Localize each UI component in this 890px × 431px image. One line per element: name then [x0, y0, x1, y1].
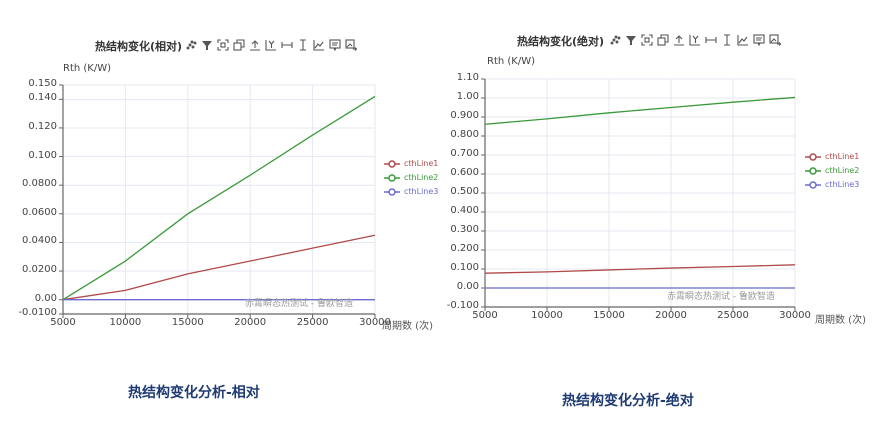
chart-panel-absolute: 热结构变化(绝对) Rth (K/W) 1.10 1.00 0.900 0.800 0.… — [445, 0, 890, 431]
chart-title: 热结构变化(绝对) — [517, 35, 605, 48]
line-plot[interactable] — [0, 0, 445, 340]
y-tick-label: 0.200 — [450, 243, 479, 254]
y-tick-label: 0.700 — [450, 148, 479, 159]
legend-label: cthLine3 — [825, 180, 860, 189]
watermark: 赤霄瞬态热测试 - 鲁欧智造 — [245, 299, 353, 309]
x-axis-name: 周期数 (次) — [815, 315, 866, 326]
y-tick-label: 0.400 — [450, 205, 479, 216]
x-tick-label: 30000 — [359, 317, 391, 328]
y-axis-icon[interactable] — [688, 33, 701, 46]
y-tick-label: 0.120 — [28, 120, 57, 132]
comment-icon[interactable] — [752, 33, 765, 46]
x-tick-label: 5000 — [472, 310, 498, 321]
y-tick-label: 0.800 — [450, 129, 479, 140]
watermark: 赤霄瞬态热测试 - 鲁欧智造 — [667, 292, 775, 302]
x-tick-label: 20000 — [655, 310, 687, 321]
y-tick-label: 0.300 — [450, 224, 479, 235]
legend: cthLine1 cthLine2 cthLine3 — [384, 159, 438, 196]
y-tick-label: 0.100 — [28, 149, 57, 161]
axes — [62, 85, 375, 315]
y-tick-label: -0.100 — [446, 300, 479, 311]
y-tick-label: -0.0100 — [18, 307, 57, 318]
y-tick-label: 0.900 — [450, 110, 479, 121]
y-tick-label: 0.100 — [450, 262, 479, 273]
series-line-cthLine2 — [484, 96, 796, 125]
x-tick-label: 25000 — [717, 310, 749, 321]
legend-item-cthLine3[interactable]: cthLine3 — [384, 187, 438, 196]
filter-icon[interactable] — [624, 33, 637, 46]
y-tick-label: 0.0400 — [22, 235, 57, 247]
horizontal-range-icon[interactable] — [280, 38, 293, 51]
legend-marker-icon — [805, 166, 821, 175]
comment-icon[interactable] — [328, 38, 341, 51]
chart-panel-relative: 热结构变化(相对) Rth (K/W) 0.150 0.140 0.120 0.100… — [0, 0, 445, 401]
legend-marker-icon — [805, 180, 821, 189]
legend-item-cthLine1[interactable]: cthLine1 — [384, 159, 438, 168]
x-tick-label: 25000 — [296, 317, 329, 328]
filter-icon[interactable] — [200, 38, 213, 51]
x-axis-name: 周期数 (次) — [382, 321, 433, 332]
legend-label: cthLine1 — [825, 152, 860, 161]
y-tick-label: 0.500 — [450, 186, 479, 197]
y-tick-label: 0.600 — [450, 167, 479, 178]
legend-marker-icon — [805, 152, 821, 161]
legend-item-cthLine2[interactable]: cthLine2 — [384, 173, 438, 182]
x-tick-label: 20000 — [234, 317, 267, 328]
y-tick-label: 0.00 — [456, 281, 479, 292]
x-tick-label: 10000 — [531, 310, 563, 321]
y-tick-label: 0.150 — [28, 78, 57, 89]
scatter-select-icon[interactable] — [184, 38, 197, 51]
upload-icon[interactable] — [672, 33, 685, 46]
legend-marker-icon — [384, 187, 400, 196]
legend-item-cthLine2[interactable]: cthLine2 — [805, 166, 859, 175]
copy-icon[interactable] — [232, 38, 245, 51]
save-image-icon[interactable] — [768, 33, 781, 46]
series-line-cthLine1 — [62, 234, 376, 301]
legend-item-cthLine1[interactable]: cthLine1 — [805, 152, 859, 161]
vertical-range-icon[interactable] — [720, 33, 733, 46]
upload-icon[interactable] — [248, 38, 261, 51]
copy-icon[interactable] — [656, 33, 669, 46]
caption: 热结构变化分析-相对 — [128, 385, 260, 401]
y-axis-unit: Rth (K/W) — [487, 56, 536, 67]
line-plot[interactable] — [445, 0, 890, 340]
legend-label: cthLine3 — [404, 187, 439, 196]
y-tick-label: 0.0200 — [22, 264, 57, 276]
save-image-icon[interactable] — [344, 38, 357, 51]
y-tick-label: 0.0800 — [22, 178, 57, 190]
y-axis-icon[interactable] — [264, 38, 277, 51]
chart-toolbar — [184, 38, 357, 51]
series-line-cthLine1 — [484, 264, 796, 274]
legend-label: cthLine1 — [404, 159, 439, 168]
zoom-area-icon[interactable] — [640, 33, 653, 46]
y-tick-label: 0.0600 — [22, 206, 57, 218]
x-tick-label: 15000 — [171, 317, 204, 328]
legend-marker-icon — [384, 173, 400, 182]
y-tick-label: 0.140 — [28, 92, 57, 104]
x-tick-label: 10000 — [109, 317, 142, 328]
legend-marker-icon — [384, 159, 400, 168]
y-tick-label: 0.00 — [34, 292, 57, 304]
y-tick-label: 1.00 — [456, 91, 479, 102]
legend-label: cthLine2 — [404, 173, 439, 182]
line-chart-icon[interactable] — [736, 33, 749, 46]
scatter-select-icon[interactable] — [608, 33, 621, 46]
line-chart-icon[interactable] — [312, 38, 325, 51]
chart-toolbar — [608, 33, 781, 46]
chart-title: 热结构变化(相对) — [95, 40, 183, 53]
x-tick-label: 15000 — [593, 310, 625, 321]
x-tick-label: 5000 — [50, 317, 76, 328]
y-tick-label: 1.10 — [456, 72, 479, 83]
vertical-range-icon[interactable] — [296, 38, 309, 51]
horizontal-range-icon[interactable] — [704, 33, 717, 46]
x-tick-label: 30000 — [779, 310, 811, 321]
axes — [484, 79, 795, 308]
legend-item-cthLine3[interactable]: cthLine3 — [805, 180, 859, 189]
zoom-area-icon[interactable] — [216, 38, 229, 51]
legend-label: cthLine2 — [825, 166, 860, 175]
series-line-cthLine2 — [62, 95, 376, 301]
y-axis-unit: Rth (K/W) — [63, 63, 112, 74]
legend: cthLine1 cthLine2 cthLine3 — [805, 152, 859, 189]
caption: 热结构变化分析-绝对 — [562, 393, 694, 409]
